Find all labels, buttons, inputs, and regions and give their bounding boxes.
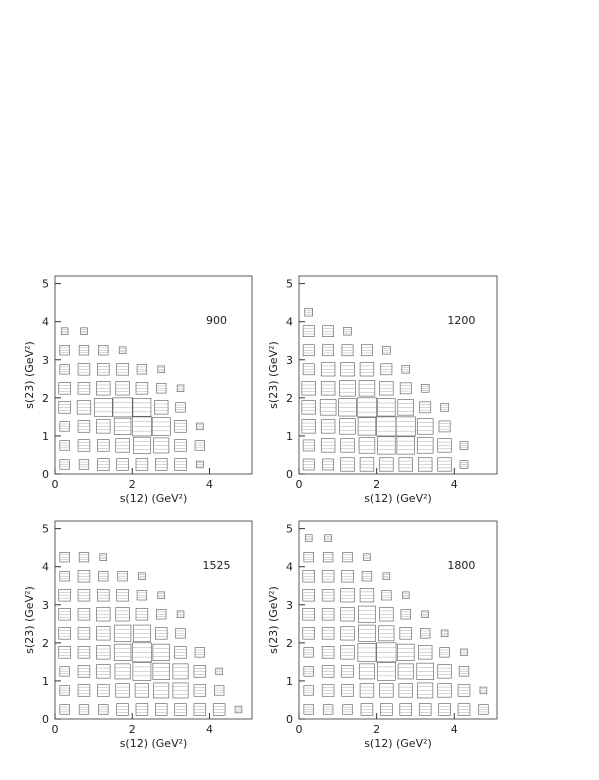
x-tick-label: 2 — [129, 478, 136, 491]
x-axis-label: s(12) (GeV²) — [120, 492, 188, 505]
y-tick-label: 4 — [42, 561, 49, 574]
y-tick-label: 0 — [42, 713, 49, 726]
x-axis-label: s(12) (GeV²) — [364, 737, 432, 750]
y-tick-label: 0 — [42, 468, 49, 481]
x-tick-label: 2 — [129, 723, 136, 736]
x-tick-label: 2 — [373, 478, 380, 491]
x-tick-label: 0 — [296, 478, 303, 491]
y-tick-label: 1 — [286, 675, 293, 688]
panel: 0 2 4 0 1 2 3 4 5 s(12) (GeV²) s(23) (GeV²) 900 — [23, 275, 253, 505]
y-tick-label: 4 — [286, 316, 293, 329]
panel: 0 2 4 0 1 2 3 4 5 s(12) (GeV²) s(23) (GeV²) 1800 — [267, 520, 498, 750]
y-tick-label: 3 — [286, 599, 293, 612]
y-tick-label: 2 — [42, 637, 49, 650]
y-tick-label: 0 — [286, 713, 293, 726]
axes-frame — [54, 275, 253, 475]
y-tick-label: 3 — [42, 354, 49, 367]
y-tick-label: 4 — [286, 561, 293, 574]
y-tick-label: 5 — [42, 523, 49, 536]
annotation: 1200 — [447, 314, 475, 327]
x-axis-label: s(12) (GeV²) — [120, 737, 188, 750]
x-axis-label: s(12) (GeV²) — [364, 492, 432, 505]
y-axis-label: s(23) (GeV²) — [23, 586, 36, 654]
y-tick-label: 1 — [42, 430, 49, 443]
y-tick-label: 1 — [286, 430, 293, 443]
axes-frame — [298, 520, 498, 720]
x-tick-label: 0 — [296, 723, 303, 736]
panel: 0 2 4 0 1 2 3 4 5 s(12) (GeV²) s(23) (GeV²) 1200 — [267, 275, 498, 505]
y-tick-label: 4 — [42, 316, 49, 329]
annotation: 900 — [206, 314, 227, 327]
annotation: 1525 — [203, 559, 231, 572]
y-tick-label: 2 — [42, 392, 49, 405]
axes-frame — [54, 520, 253, 720]
y-tick-label: 0 — [286, 468, 293, 481]
y-tick-label: 2 — [286, 392, 293, 405]
x-tick-label: 4 — [451, 723, 458, 736]
y-tick-label: 5 — [286, 278, 293, 291]
panel: 0 2 4 0 1 2 3 4 5 s(12) (GeV²) s(23) (GeV²) 1525 — [23, 520, 253, 750]
x-tick-label: 4 — [206, 478, 213, 491]
x-tick-label: 0 — [52, 478, 59, 491]
x-tick-label: 4 — [206, 723, 213, 736]
y-axis-label: s(23) (GeV²) — [267, 341, 280, 409]
x-tick-label: 0 — [52, 723, 59, 736]
y-tick-label: 5 — [42, 278, 49, 291]
axes-frame — [298, 275, 498, 475]
x-tick-label: 4 — [451, 478, 458, 491]
x-tick-label: 2 — [373, 723, 380, 736]
y-tick-label: 5 — [286, 523, 293, 536]
y-axis-label: s(23) (GeV²) — [267, 586, 280, 654]
y-tick-label: 3 — [286, 354, 293, 367]
y-axis-label: s(23) (GeV²) — [23, 341, 36, 409]
y-tick-label: 3 — [42, 599, 49, 612]
y-tick-label: 2 — [286, 637, 293, 650]
y-tick-label: 1 — [42, 675, 49, 688]
annotation: 1800 — [447, 559, 475, 572]
